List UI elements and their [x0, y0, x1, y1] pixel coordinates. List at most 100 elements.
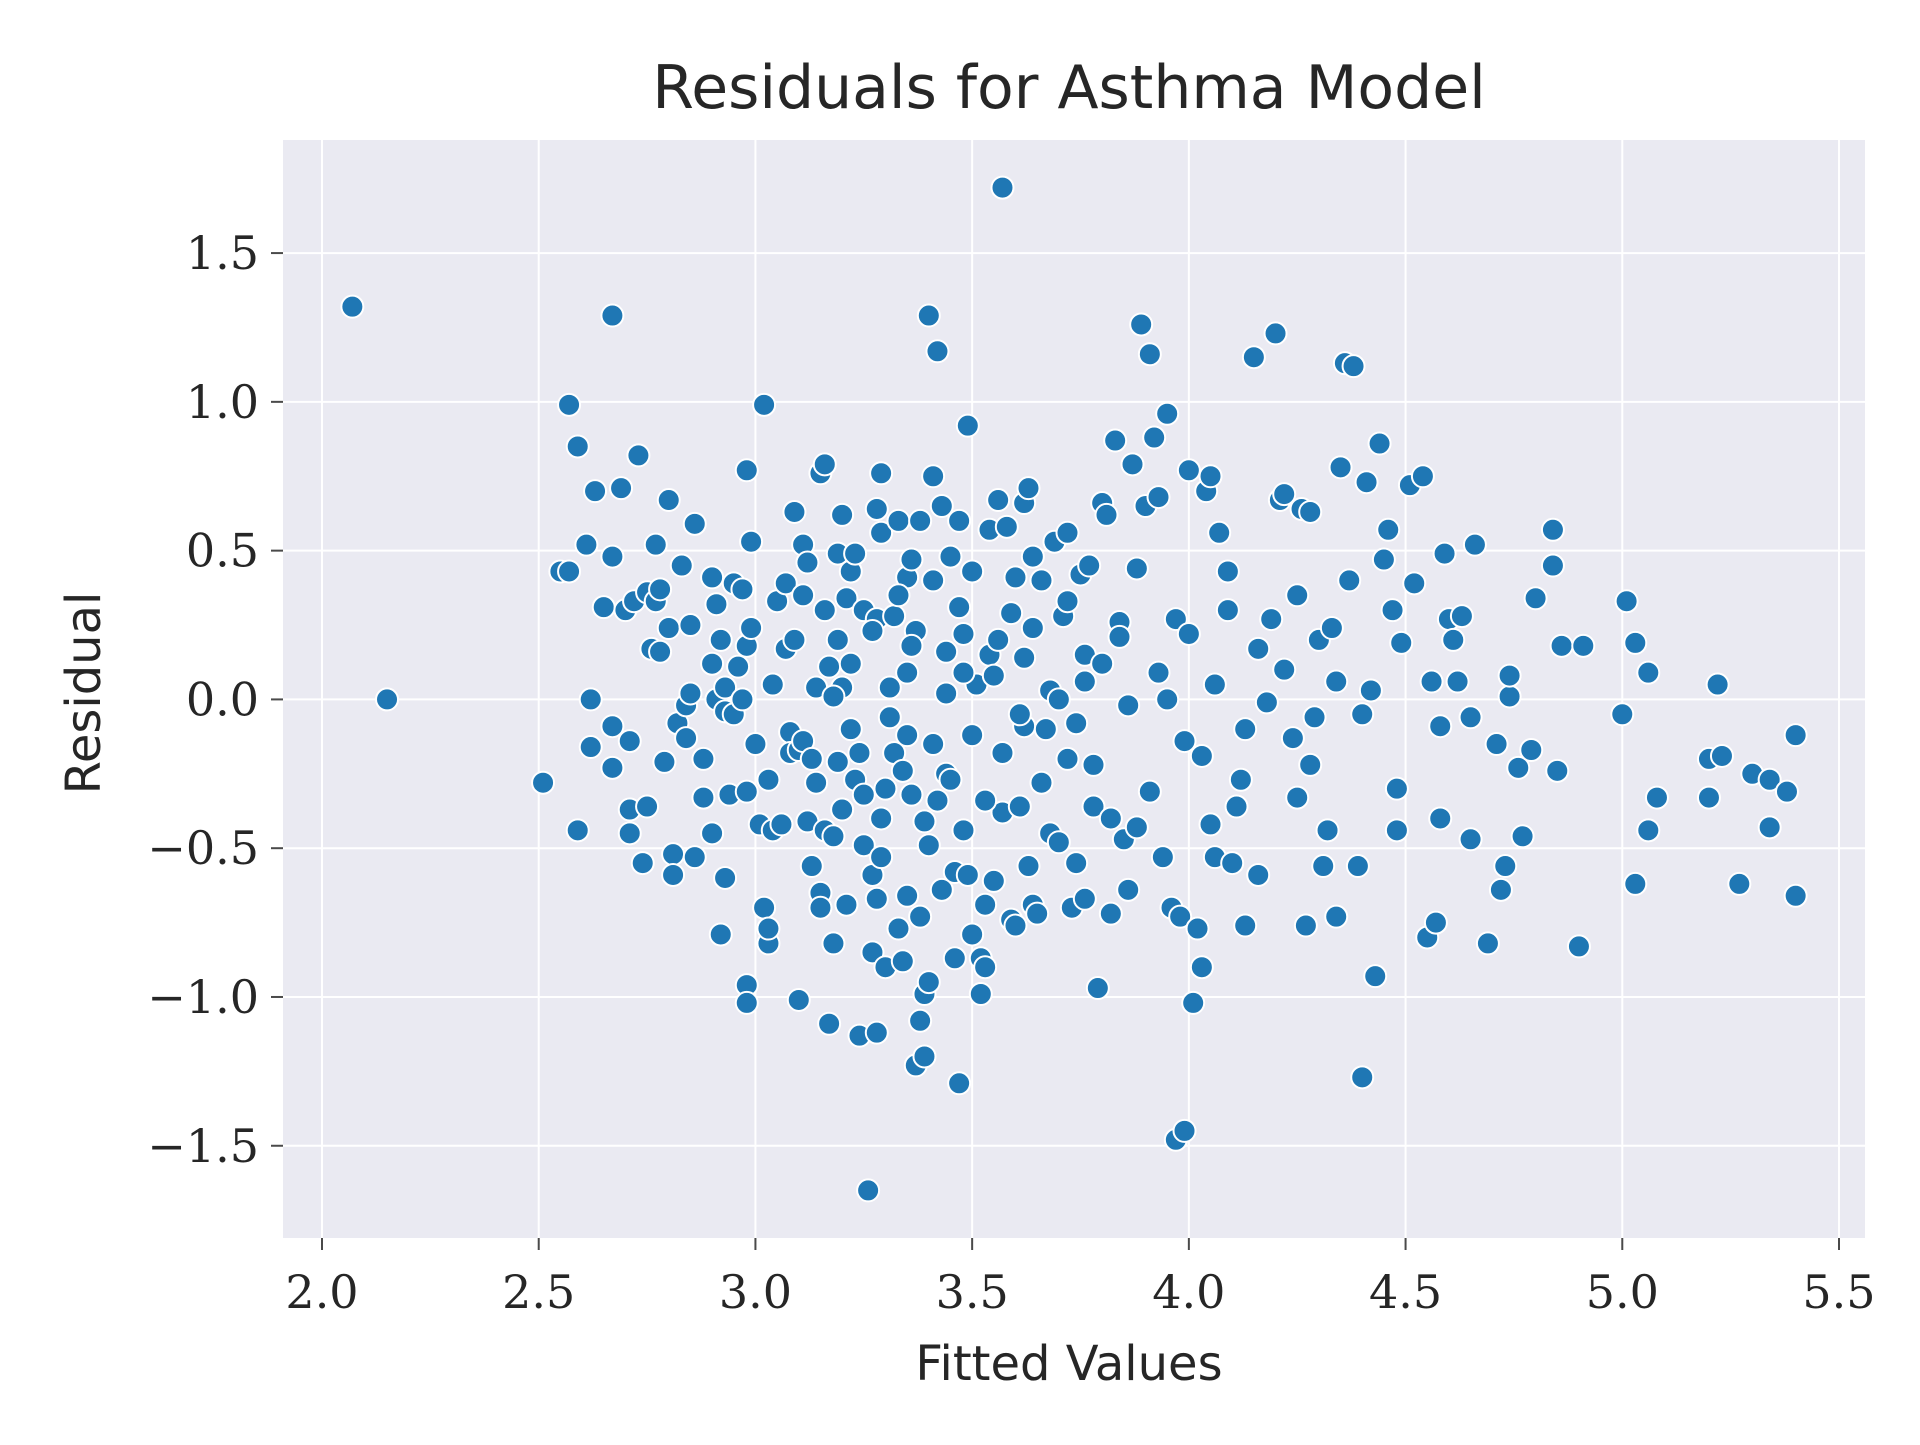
- scatter-point: [734, 458, 759, 483]
- scatter-point: [1168, 904, 1193, 929]
- scatter-point: [340, 294, 365, 319]
- scatter-point: [1072, 669, 1097, 694]
- scatter-point: [799, 854, 824, 879]
- scatter-point: [743, 732, 768, 757]
- scatter-point: [934, 639, 959, 664]
- scatter-point: [1259, 607, 1284, 632]
- scatter-point: [886, 508, 911, 533]
- scatter-point: [617, 821, 642, 846]
- scatter-point: [726, 654, 751, 679]
- scatter-point: [1020, 616, 1045, 640]
- scatter-point: [578, 687, 603, 712]
- scatter-point: [873, 776, 898, 801]
- scatter-point: [1228, 767, 1253, 792]
- scatter-point: [1003, 565, 1028, 590]
- scatter-point: [752, 895, 777, 920]
- scatter-point: [908, 904, 933, 929]
- scatter-point: [700, 565, 725, 590]
- scatter-point: [899, 547, 924, 572]
- x-tick-label: 3.5: [936, 1265, 1009, 1319]
- scatter-point: [1371, 547, 1396, 572]
- scatter-point: [1246, 862, 1271, 887]
- scatter-point: [1696, 785, 1721, 810]
- scatter-point: [908, 1008, 933, 1033]
- scatter-point: [938, 544, 963, 569]
- scatter-point: [648, 577, 673, 602]
- scatter-point: [886, 583, 911, 608]
- scatter-point: [1549, 633, 1574, 658]
- scatter-point: [739, 529, 764, 554]
- scatter-point: [817, 1011, 842, 1036]
- scatter-point: [1142, 425, 1167, 450]
- scatter-point: [929, 494, 954, 518]
- scatter-point: [713, 865, 738, 890]
- scatter-point: [838, 717, 863, 742]
- scatter-point: [1475, 931, 1500, 956]
- scatter-point: [1081, 794, 1106, 819]
- scatter-point: [1215, 598, 1240, 623]
- scatter-point: [1358, 678, 1383, 703]
- scatter-point: [691, 746, 716, 771]
- scatter-point: [1137, 342, 1162, 367]
- scatter-point: [981, 868, 1006, 893]
- scatter-points: [340, 175, 1808, 1203]
- scatter-point: [635, 794, 660, 819]
- scatter-point: [1246, 636, 1271, 661]
- scatter-point: [1046, 830, 1071, 855]
- scatter-point: [877, 675, 902, 700]
- scatter-point: [1124, 556, 1149, 581]
- scatter-point: [375, 687, 400, 712]
- scatter-point: [1410, 464, 1435, 489]
- scatter-point: [1263, 321, 1288, 346]
- scatter-point: [817, 654, 842, 679]
- scatter-point: [648, 639, 673, 664]
- scatter-point: [1025, 901, 1050, 926]
- scatter-point: [795, 550, 820, 575]
- scatter-point: [1116, 693, 1141, 718]
- scatter-point: [951, 818, 976, 843]
- scatter-point: [643, 532, 668, 557]
- scatter-point: [1094, 502, 1119, 527]
- y-tick-label: −1.5: [147, 1119, 259, 1173]
- scatter-point: [821, 684, 846, 709]
- grid-lines: [283, 140, 1865, 1238]
- scatter-point: [1298, 499, 1323, 524]
- scatter-point: [1016, 476, 1041, 501]
- scatter-point: [1350, 702, 1375, 727]
- scatter-point: [947, 1071, 972, 1096]
- scatter-point: [808, 895, 833, 920]
- scatter-point: [1272, 482, 1297, 507]
- scatter-point: [912, 1044, 937, 1069]
- scatter-point: [1198, 812, 1223, 837]
- scatter-point: [1189, 955, 1214, 980]
- scatter-point: [825, 627, 850, 652]
- scatter-point: [925, 788, 950, 813]
- scatter-point: [1176, 621, 1201, 646]
- scatter-point: [860, 618, 885, 643]
- y-tick-label: −0.5: [147, 821, 259, 875]
- scatter-point: [682, 511, 707, 536]
- scatter-point: [838, 651, 863, 676]
- scatter-point: [834, 892, 859, 917]
- scatter-point: [860, 940, 885, 965]
- scatter-point: [1389, 630, 1414, 655]
- scatter-point: [1137, 779, 1162, 804]
- scatter-point: [1510, 824, 1535, 849]
- y-tick-label: −1.0: [147, 970, 259, 1024]
- scatter-point: [812, 452, 837, 477]
- scatter-point: [1055, 746, 1080, 771]
- scatter-point: [700, 651, 725, 676]
- scatter-point: [1384, 776, 1409, 801]
- scatter-point: [990, 740, 1015, 765]
- scatter-point: [1181, 990, 1206, 1015]
- y-tick-label: 1.0: [186, 375, 259, 429]
- scatter-point: [955, 413, 980, 438]
- scatter-point: [600, 714, 625, 739]
- scatter-point: [682, 845, 707, 870]
- scatter-point: [1757, 815, 1782, 840]
- x-tick-label: 2.0: [285, 1265, 358, 1319]
- scatter-point: [951, 621, 976, 646]
- scatter-point: [877, 705, 902, 730]
- scatter-point: [830, 797, 855, 822]
- scatter-point: [1150, 845, 1175, 870]
